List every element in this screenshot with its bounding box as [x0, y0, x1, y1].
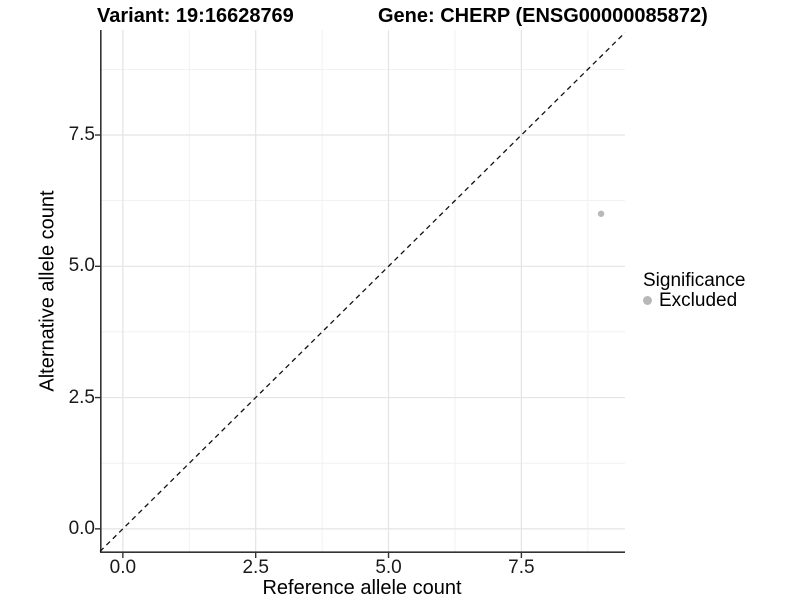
x-tick-label: 7.5 — [508, 557, 535, 578]
y-tick-label: 2.5 — [68, 386, 95, 408]
x-tick-label: 5.0 — [375, 557, 402, 578]
plot-area-svg — [99, 30, 626, 554]
x-tick-label: 0.0 — [109, 557, 137, 578]
x-axis-title: Reference allele count — [262, 577, 462, 599]
plot-title-variant: Variant: 19:16628769 — [97, 5, 294, 27]
legend-point-icon — [643, 296, 652, 305]
y-tick-label: 0.0 — [68, 517, 95, 539]
legend: Significance Excluded — [643, 271, 745, 310]
legend-title: Significance — [643, 270, 746, 291]
y-tick-label: 7.5 — [68, 124, 95, 146]
plot-panel — [99, 30, 626, 554]
y-axis-title: Alternative allele count — [36, 190, 59, 392]
x-tick-label: 2.5 — [242, 557, 269, 578]
identity-dashed-line — [99, 32, 626, 552]
legend-item-label: Excluded — [659, 290, 738, 311]
data-point — [597, 210, 605, 217]
plot-title-gene: Gene: CHERP (ENSG00000085872) — [378, 5, 708, 27]
legend-item-excluded: Excluded — [643, 291, 745, 310]
y-tick-label: 5.0 — [68, 255, 95, 277]
